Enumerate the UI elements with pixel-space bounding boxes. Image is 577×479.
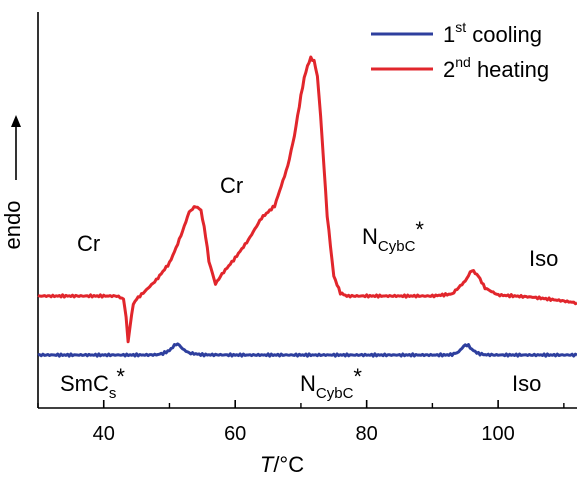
x-tick-label-80: 80 bbox=[356, 423, 378, 445]
series-group bbox=[37, 55, 577, 358]
legend-label-heating: 2nd heating bbox=[443, 54, 549, 82]
legend-label-cooling: 1st cooling bbox=[443, 19, 542, 47]
annotation-cr-left: Cr bbox=[77, 231, 100, 256]
x-tick-label-40: 40 bbox=[93, 423, 115, 445]
y-axis-arrow-icon bbox=[11, 115, 21, 180]
x-axis-ticks: 40 60 80 100 bbox=[37, 400, 565, 445]
annotation-smcs: SmCs* bbox=[60, 364, 125, 402]
y-axis-label: endo bbox=[0, 201, 25, 250]
annotation-ncybc-top: NCybC* bbox=[362, 217, 424, 255]
x-axis-label: T/°C bbox=[260, 452, 304, 477]
x-axis-label-rest: /°C bbox=[273, 452, 304, 477]
y-axis-label-group: endo bbox=[0, 201, 25, 250]
x-tick-label-60: 60 bbox=[224, 423, 246, 445]
series-line-heating bbox=[37, 55, 577, 344]
legend: 1st cooling 2nd heating bbox=[371, 19, 549, 82]
x-axis-label-italic: T bbox=[260, 452, 275, 477]
series-line-cooling bbox=[37, 342, 577, 358]
annotation-iso-top: Iso bbox=[529, 246, 558, 271]
annotation-ncybc-bottom: NCybC* bbox=[300, 364, 362, 402]
annotation-iso-bottom: Iso bbox=[512, 371, 541, 396]
x-tick-label-100: 100 bbox=[481, 423, 514, 445]
annotation-cr-mid: Cr bbox=[220, 173, 243, 198]
